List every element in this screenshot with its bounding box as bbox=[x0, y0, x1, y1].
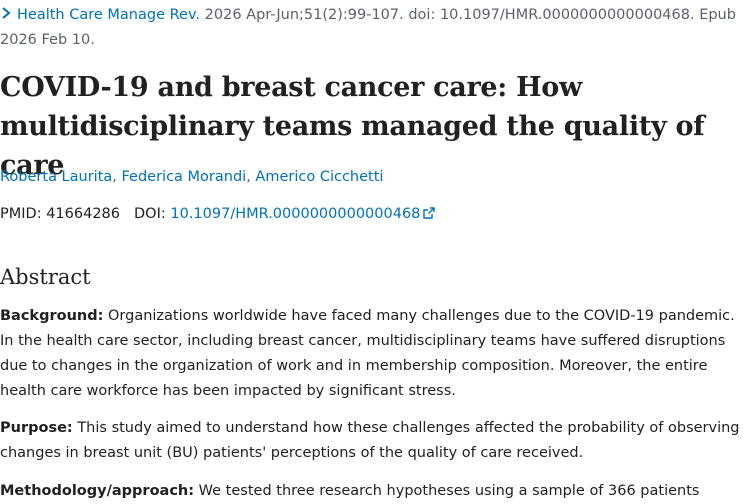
background-text: Organizations worldwide have faced many … bbox=[0, 308, 735, 399]
citation-details: 2026 Apr-Jun;51(2):99-107. doi: 10.1097/… bbox=[0, 7, 736, 48]
abstract-purpose: Purpose: This study aimed to understand … bbox=[0, 416, 748, 466]
journal-link[interactable]: Health Care Manage Rev. bbox=[17, 7, 201, 23]
purpose-label: Purpose: bbox=[0, 420, 73, 436]
external-link-icon bbox=[423, 207, 436, 219]
methodology-text: We tested three research hypotheses usin… bbox=[194, 483, 700, 499]
background-label: Background: bbox=[0, 308, 104, 324]
author-link[interactable]: Roberta Laurita bbox=[0, 169, 113, 185]
doi-label: DOI: bbox=[134, 206, 166, 222]
pmid-value: 41664286 bbox=[46, 206, 121, 222]
purpose-text: This study aimed to understand how these… bbox=[0, 420, 740, 461]
pmid-label: PMID: bbox=[0, 206, 42, 222]
doi-link[interactable]: 10.1097/HMR.0000000000000468 bbox=[170, 206, 436, 222]
authors-list: Roberta Laurita, Federica Morandi, Ameri… bbox=[0, 166, 383, 188]
abstract-methodology: Methodology/approach: We tested three re… bbox=[0, 479, 748, 504]
author-separator: , bbox=[246, 169, 256, 185]
abstract-background: Background: Organizations worldwide have… bbox=[0, 304, 748, 404]
identifiers: PMID: 41664286 DOI: 10.1097/HMR.000000000… bbox=[0, 203, 436, 225]
abstract-heading: Abstract bbox=[0, 265, 91, 289]
author-link[interactable]: Americo Cicchetti bbox=[255, 169, 384, 185]
doi-value: 10.1097/HMR.0000000000000468 bbox=[170, 206, 421, 222]
methodology-label: Methodology/approach: bbox=[0, 483, 195, 499]
article-title: COVID-19 and breast cancer care: How mul… bbox=[0, 72, 705, 181]
chevron-right-icon[interactable] bbox=[0, 6, 12, 20]
citation-line: Health Care Manage Rev. 2026 Apr-Jun;51(… bbox=[0, 3, 748, 53]
author-link[interactable]: Federica Morandi bbox=[121, 169, 247, 185]
author-separator: , bbox=[112, 169, 122, 185]
